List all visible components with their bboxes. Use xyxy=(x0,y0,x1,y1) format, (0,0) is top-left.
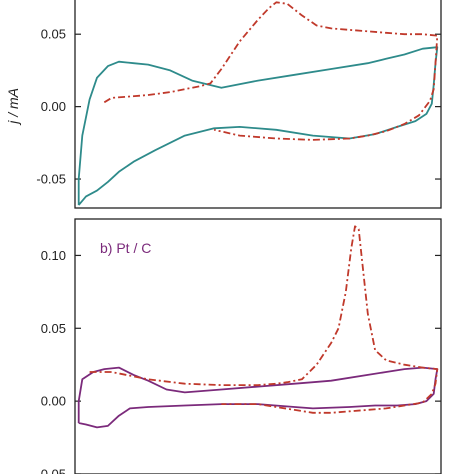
panel-a: 0.05 0.00 -0.05 xyxy=(36,0,442,209)
panel-b-annotation: b) Pt / C xyxy=(100,240,151,256)
panel-b-series-solid-line xyxy=(77,366,439,429)
panel-a-ytick-label-1: 0.00 xyxy=(41,99,66,114)
panel-b: 0.10 0.05 0.00 -0.05 b) Pt / C xyxy=(36,218,442,474)
panel-b-ytick-label-0: 0.10 xyxy=(41,248,66,263)
panel-a-series-dashdot-line xyxy=(103,1,439,141)
panel-a-frame xyxy=(74,0,442,209)
panel-b-ytick-label-2: 0.00 xyxy=(41,394,66,409)
panel-a-series-solid-line xyxy=(77,46,439,206)
y-axis-label: j / mA xyxy=(5,88,21,126)
panel-b-frame xyxy=(74,218,442,474)
panel-b-ytick-label-1: 0.05 xyxy=(41,321,66,336)
panel-b-series-dashdot-line xyxy=(89,225,439,414)
panel-a-ytick-label-2: -0.05 xyxy=(36,172,66,187)
panel-a-ytick-label-0: 0.05 xyxy=(41,27,66,42)
panel-b-ytick-label-3: -0.05 xyxy=(36,467,66,474)
